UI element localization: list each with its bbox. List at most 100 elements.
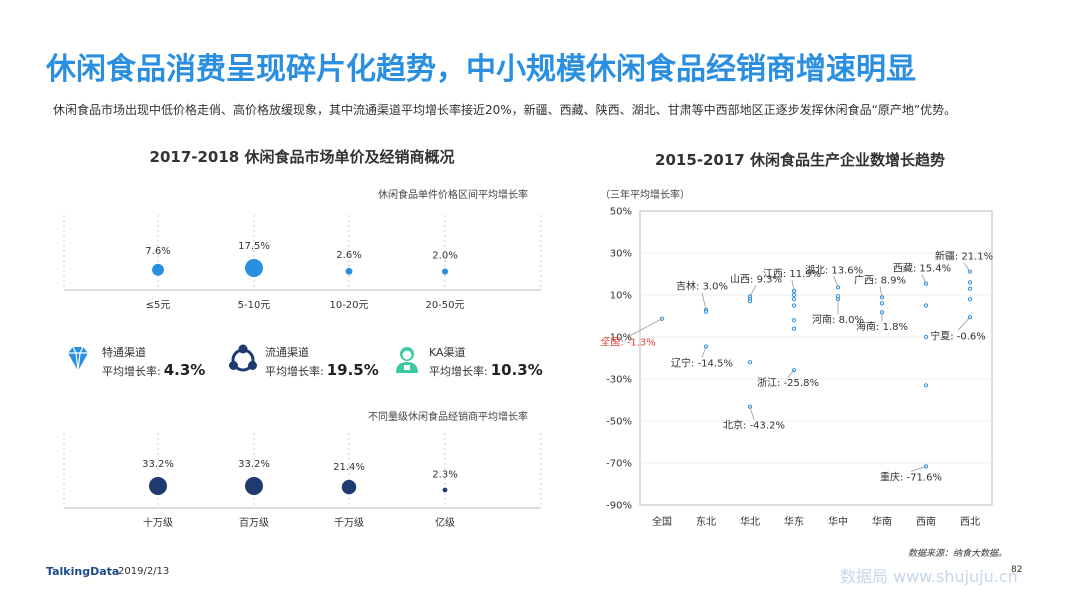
price-category-label: 10-20元 [329, 300, 368, 311]
scatter-x-tick-label: 西北 [960, 516, 980, 528]
distributor-chart-title: 不同量级休闲食品经销商平均增长率 [368, 412, 528, 423]
price-bubble [345, 267, 353, 275]
price-category-label: 20-50元 [425, 300, 464, 311]
price-chart-title: 休闲食品单件价格区间平均增长率 [378, 190, 528, 201]
scatter-point [923, 303, 929, 308]
scatter-annotation: 辽宁: -14.5% [671, 356, 733, 369]
page-title: 休闲食品消费呈现碎片化趋势，中小规模休闲食品经销商增速明显 [46, 52, 916, 87]
scatter-annotation: 湖北: 13.6% [805, 264, 863, 276]
brand-logo: TalkingData [46, 565, 120, 578]
scatter-annotation: 吉林: 3.0% [676, 280, 728, 293]
scatter-annotation: 宁夏: -0.6% [930, 329, 986, 342]
price-category-label: 5-10元 [238, 300, 271, 311]
scatter-point [791, 292, 797, 298]
scatter-annotation-leader [749, 285, 757, 297]
distributor-category-label: 亿级 [435, 516, 455, 529]
distributor-category-label: 百万级 [239, 517, 269, 529]
scatter-point [703, 309, 709, 314]
scatter-annotation: 全国: -1.3% [600, 336, 656, 349]
scatter-annotation: 西藏: 15.4% [893, 263, 951, 275]
scatter-annotation-leader [701, 292, 707, 310]
scatter-point [791, 318, 797, 323]
scatter-point [791, 326, 797, 331]
right-chart-title: 2015-2017 休闲食品生产企业数增长趋势 [655, 151, 945, 169]
scatter-y-tick-label: -30% [606, 375, 632, 386]
scatter-point [923, 383, 929, 388]
distributor-value-label: 33.2% [238, 459, 270, 470]
distributor-category-label: 千万级 [334, 517, 364, 529]
scatter-point [967, 286, 973, 291]
channel-label: 平均增长率: [265, 365, 324, 378]
scatter-annotation: 广西: 8.9% [854, 274, 906, 286]
price-value-label: 2.0% [432, 251, 457, 262]
page-number: 82 [1011, 565, 1023, 575]
distributor-bubble [149, 477, 167, 495]
scatter-point [747, 299, 753, 304]
scatter-point [967, 280, 973, 285]
scatter-annotation-leader [910, 465, 927, 472]
scatter-annotation: 江西: 11.9% [763, 268, 821, 280]
scatter-annotation: 山西: 9.3% [730, 273, 782, 285]
scatter-y-tick-label: 10% [610, 291, 632, 302]
price-bubble [441, 268, 449, 275]
scatter-point [791, 303, 797, 308]
channel-name: 流通渠道 [265, 346, 309, 359]
scatter-point [879, 301, 885, 306]
channel-label: 平均增长率: [429, 365, 488, 378]
scatter-x-tick-label: 华北 [740, 515, 760, 528]
scatter-point [791, 297, 797, 302]
scatter-annotation-leader [957, 316, 971, 331]
scatter-x-tick-label: 华东 [784, 515, 804, 528]
channel-name: KA渠道 [429, 346, 466, 359]
distributor-bubble [245, 477, 263, 495]
scatter-annotation: 河南: 8.0% [812, 313, 864, 326]
price-value-label: 17.5% [238, 241, 270, 252]
scatter-point [747, 360, 753, 365]
scatter-annotation-leader [701, 346, 707, 358]
footer-date: 2019/2/13 [118, 566, 170, 577]
staff-icon [396, 347, 418, 373]
scatter-y-tick-label: 50% [610, 207, 632, 218]
scatter-annotation-leader [787, 369, 795, 378]
channel-name: 特通渠道 [102, 346, 146, 359]
price-value-label: 7.6% [145, 246, 170, 257]
scatter-y-tick-label: -50% [606, 417, 632, 428]
scatter-x-tick-label: 全国 [652, 515, 672, 528]
scatter-annotation-leader [921, 274, 927, 284]
scatter-point [923, 334, 929, 340]
scatter-annotation-leader [879, 286, 883, 298]
scatter-y-tick-label: -70% [606, 459, 632, 470]
distributor-value-label: 21.4% [333, 462, 365, 473]
scatter-annotation-leader [963, 262, 971, 272]
price-bubble [245, 259, 263, 277]
scatter-plot-area [639, 210, 993, 506]
scatter-annotation: 海南: 1.8% [856, 320, 908, 333]
scatter-y-tick-label: -10% [606, 333, 632, 344]
scatter-x-tick-label: 西南 [916, 515, 936, 528]
left-chart-title: 2017-2018 休闲食品市场单价及经销商概况 [149, 148, 455, 166]
scatter-x-tick-label: 华中 [828, 515, 848, 528]
scatter-annotation-leader [749, 406, 755, 420]
unit-note: （三年平均增长率） [600, 190, 690, 201]
page-subtitle: 休闲食品市场出现中低价格走俏、高价格放缓现象，其中流通渠道平均增长率接近20%，… [53, 103, 957, 117]
channel-value: 19.5% [326, 361, 379, 379]
watermark: 数据局 www.shujuju.cn [840, 567, 1018, 586]
channel-value: 10.3% [490, 361, 543, 379]
channel-label: 平均增长率: [102, 365, 161, 378]
distributor-category-label: 十万级 [143, 516, 173, 529]
scatter-x-tick-label: 东北 [696, 515, 716, 528]
channel-value: 4.3% [163, 361, 206, 379]
scatter-annotation: 重庆: -71.6% [880, 470, 942, 483]
price-value-label: 2.6% [336, 250, 361, 261]
price-category-label: ≤5元 [146, 300, 171, 311]
distributor-bubble [341, 479, 357, 495]
scatter-y-tick-label: 30% [610, 249, 632, 260]
scatter-annotation-leader [627, 318, 663, 338]
price-bubble [152, 263, 164, 276]
circulation-icon [229, 344, 257, 372]
distributor-value-label: 33.2% [142, 459, 174, 470]
data-source: 数据来源：纳食大数据。 [908, 549, 1008, 559]
scatter-x-tick-label: 华南 [872, 515, 892, 528]
scatter-y-tick-label: -90% [606, 501, 632, 512]
